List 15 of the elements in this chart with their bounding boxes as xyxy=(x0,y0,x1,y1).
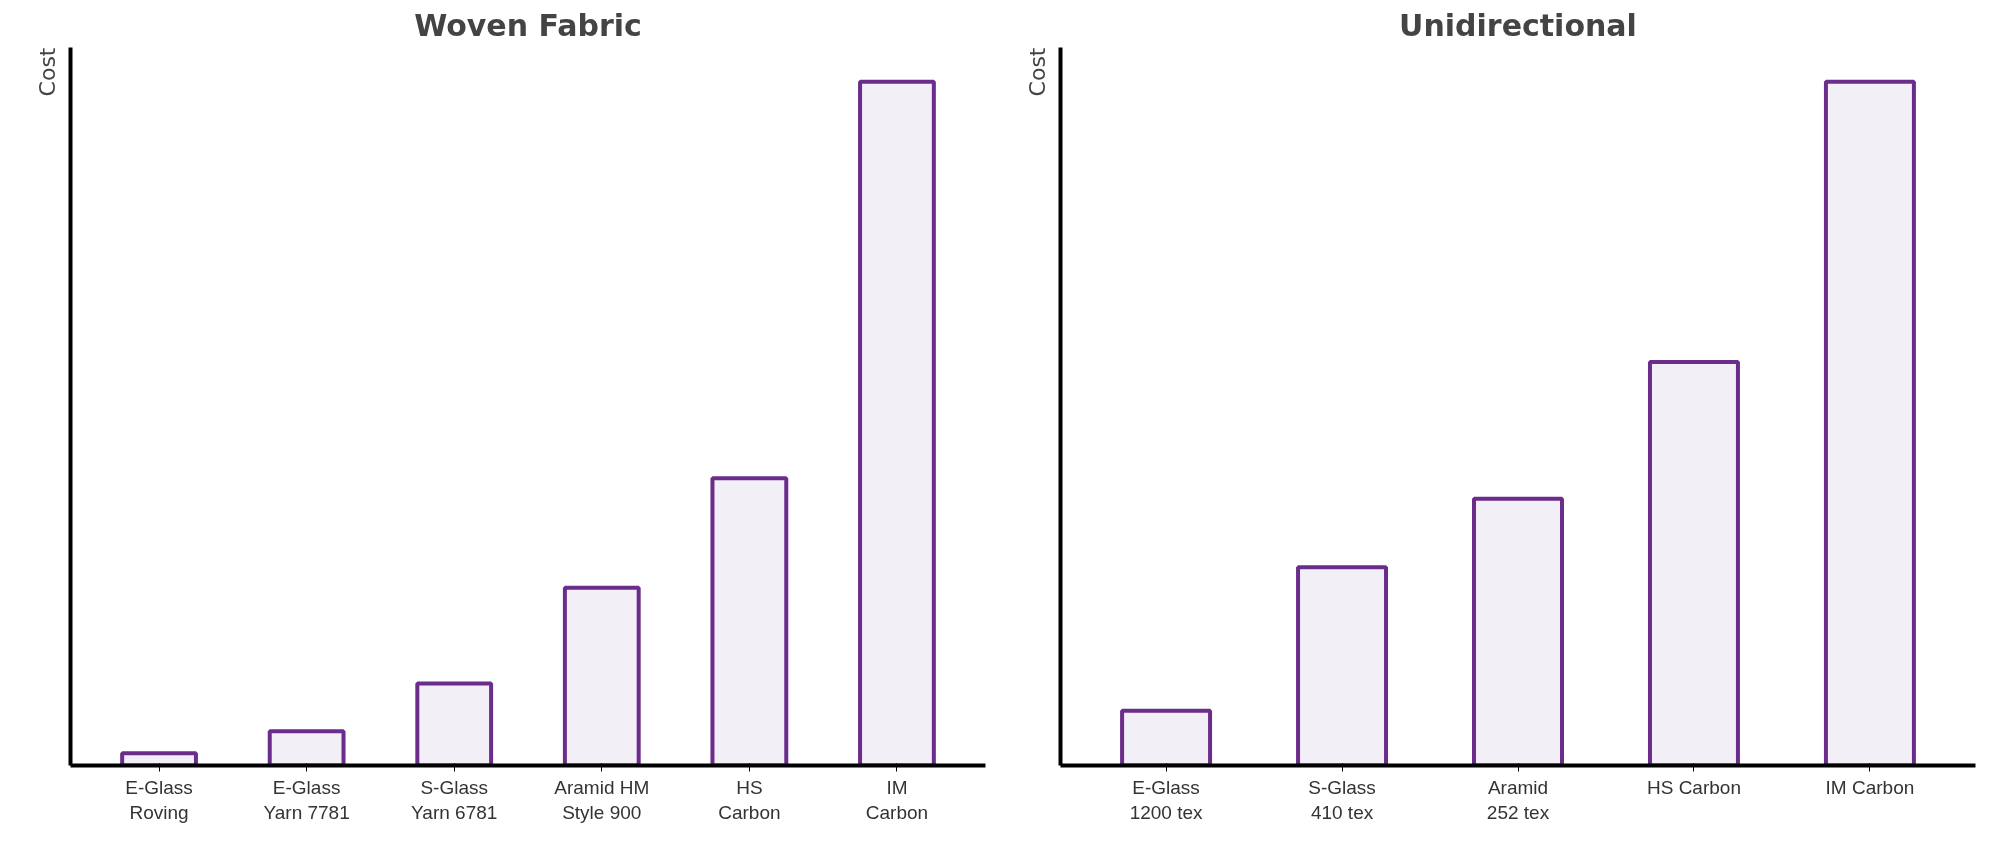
x-tick-label: S-Glass 410 tex xyxy=(1308,776,1376,823)
x-tick-label: HS Carbon xyxy=(1646,776,1741,798)
x-tick-label: Aramid HM Style 900 xyxy=(554,776,650,823)
chart-title: Woven Fabric xyxy=(414,7,642,43)
x-tick-label: S-Glass Yarn 6781 xyxy=(411,776,498,823)
x-tick-label: E-Glass Roving xyxy=(125,776,193,823)
x-tick-label: Aramid 252 tex xyxy=(1486,776,1550,823)
x-tick-label: HS Carbon xyxy=(718,776,781,823)
x-tick-label: IM Carbon xyxy=(1825,776,1915,798)
chart-title: Unidirectional xyxy=(1399,7,1637,43)
x-tick-label: E-Glass Yarn 7781 xyxy=(263,776,350,823)
x-tick-label: E-Glass 1200 tex xyxy=(1129,776,1204,823)
x-tick-label: IM Carbon xyxy=(865,776,929,823)
y-axis-title: Cost xyxy=(34,47,60,97)
y-axis-title: Cost xyxy=(1024,47,1050,97)
